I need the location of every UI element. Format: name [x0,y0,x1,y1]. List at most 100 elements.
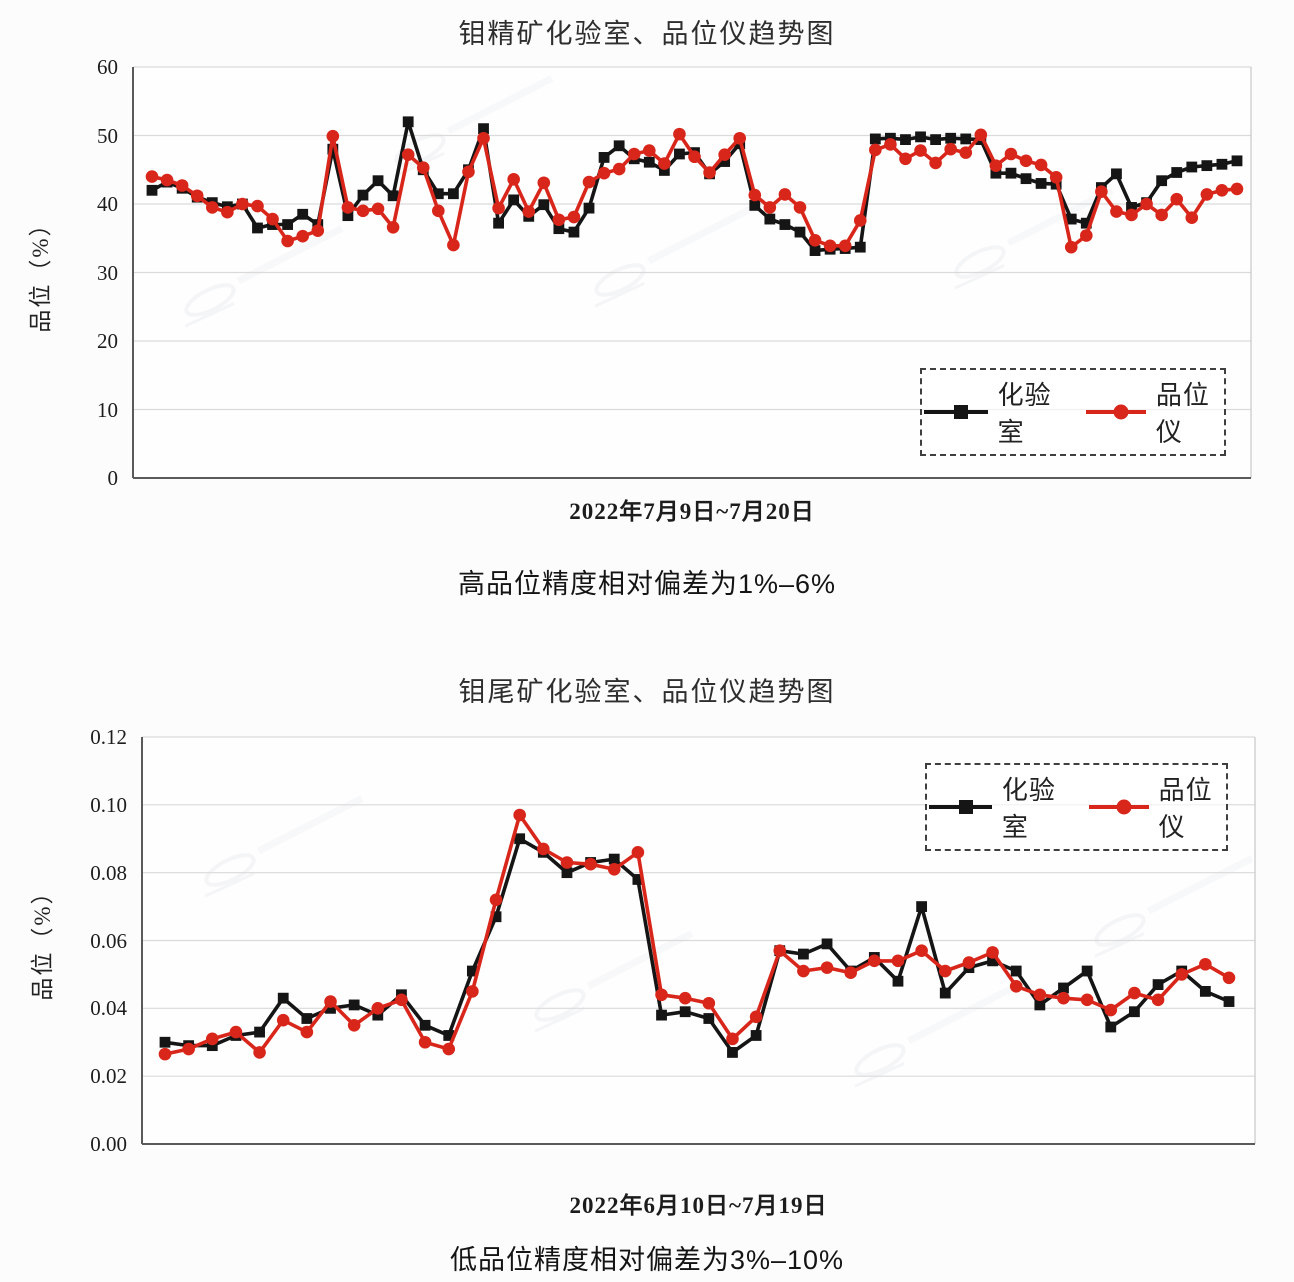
lab-data-point-marker [254,1026,265,1038]
lab-data-point-marker [230,1030,242,1041]
analyzer-data-point-marker [236,197,249,211]
analyzer-data-point-marker [560,856,574,869]
lab-data-point-marker [1141,197,1152,209]
y-tick-label: 60 [97,55,118,79]
lab-data-point-marker [990,167,1002,179]
analyzer-data-point-marker [938,964,952,978]
lab-data-point-marker [703,1013,715,1024]
analyzer-data-point-marker [175,179,189,192]
lab-data-point-marker [915,131,926,143]
analyzer-data-point-marker [1019,154,1033,168]
lab-data-point-marker [1081,965,1093,977]
lab-data-point-marker [191,191,203,203]
lab-data-point-marker [1005,167,1017,179]
lab-data-point-marker [643,156,655,168]
analyzer-data-point-marker [891,954,905,968]
lab-data-point-marker [537,846,549,858]
analyzer-data-point-marker [655,988,668,1002]
lab-data-point-marker [845,965,857,977]
watermark-icon [1094,913,1146,958]
lab-data-point-marker [561,867,573,879]
y-tick-label: 0.02 [90,1064,127,1089]
watermark-icon [394,133,446,178]
analyzer-data-point-marker [944,142,957,156]
analyzer-data-point-marker [823,239,837,253]
lab-data-point-marker [396,989,407,1001]
lab-data-point-marker [963,962,975,974]
lab-data-point-marker [176,182,188,194]
analyzer-data-point-marker [416,161,430,174]
analyzer-data-point-marker [749,1010,763,1024]
lab-data-point-marker [854,241,866,253]
lab-data-point-marker [402,116,414,128]
analyzer-data-point-marker [432,204,445,218]
analyzer-data-point-marker [182,1042,195,1056]
analyzer-data-point-marker [386,220,400,234]
lab-data-point-marker [1080,217,1092,229]
lab-data-point-marker [916,901,928,912]
lab-data-point-marker [161,176,173,188]
y-tick-label: 40 [97,192,118,216]
analyzer-data-point-marker [1110,205,1123,218]
lab-data-point-marker [443,1030,455,1041]
lab-data-point-marker [325,1002,336,1014]
lab-data-point-marker [774,945,786,957]
analyzer-data-point-marker [959,146,973,159]
analyzer-data-point-marker [205,1032,219,1046]
analyzer-data-point-marker [326,129,340,143]
lab-data-point-marker [267,219,278,230]
analyzer-series [145,127,1244,254]
analyzer-data-point-marker [582,175,596,189]
analyzer-data-point-marker [296,229,309,243]
lab-data-point-marker [1126,202,1137,213]
analyzer-data-point-marker [442,1042,456,1056]
lab-data-point-marker [608,853,620,865]
analyzer-data-point-marker [1095,185,1108,198]
lab-data-point-marker [221,201,233,213]
analyzer-data-point-marker [726,1032,739,1046]
analyzer-data-point-marker [537,176,551,190]
analyzer-data-point-marker [673,127,686,141]
analyzer-data-point-marker [462,165,475,179]
analyzer-data-point-marker [1140,197,1153,211]
analyzer-data-point-marker [341,201,355,214]
lab-data-point-marker [821,938,833,950]
analyzer-data-point-marker [1034,158,1048,172]
tailings-y-axis-ticks: 0.00 0.02 0.04 0.06 0.08 0.10 0.12 [0,0,127,1282]
analyzer-data-point-marker [1222,971,1236,985]
analyzer-data-point-marker [797,964,810,978]
watermark-icon [534,988,586,1033]
analyzer-data-point-marker [1080,993,1094,1007]
analyzer-data-point-marker [567,210,581,224]
analyzer-data-point-marker [962,956,976,969]
lab-data-point-marker [419,1019,431,1031]
analyzer-data-point-marker [276,1013,290,1027]
lab-data-point-marker [868,952,880,963]
analyzer-data-point-marker [1155,208,1168,222]
analyzer-data-point-marker [733,131,747,145]
lab-data-point-marker [237,198,248,210]
tailings-caption: 低品位精度相对偏差为3%–10% [449,1245,845,1275]
analyzer-data-point-marker [631,846,645,859]
analyzer-data-point-marker [718,148,731,161]
lab-data-point-marker [312,219,324,230]
lab-data-point-marker [900,134,911,146]
lab-data-point-marker [794,226,806,238]
analyzer-data-point-marker [507,173,520,186]
lab-data-point-marker [656,1009,667,1021]
analyzer-data-point-marker [266,212,279,226]
analyzer-data-point-marker [1057,991,1070,1005]
lab-data-point-marker [839,243,851,254]
lab-data-point-marker [372,1009,384,1021]
analyzer-data-point-marker [808,234,822,247]
lab-data-point-marker [514,833,526,845]
analyzer-data-point-marker [492,201,505,215]
lab-data-point-marker [553,223,565,235]
y-tick-label: 0.04 [90,996,127,1021]
analyzer-data-point-marker [477,131,490,145]
analyzer-data-point-marker [251,199,264,213]
concentrate-chart-title: 钼精矿化验室、品位仪趋势图 [458,19,836,49]
lab-data-point-marker [1065,213,1077,225]
analyzer-data-point-marker [190,189,204,203]
